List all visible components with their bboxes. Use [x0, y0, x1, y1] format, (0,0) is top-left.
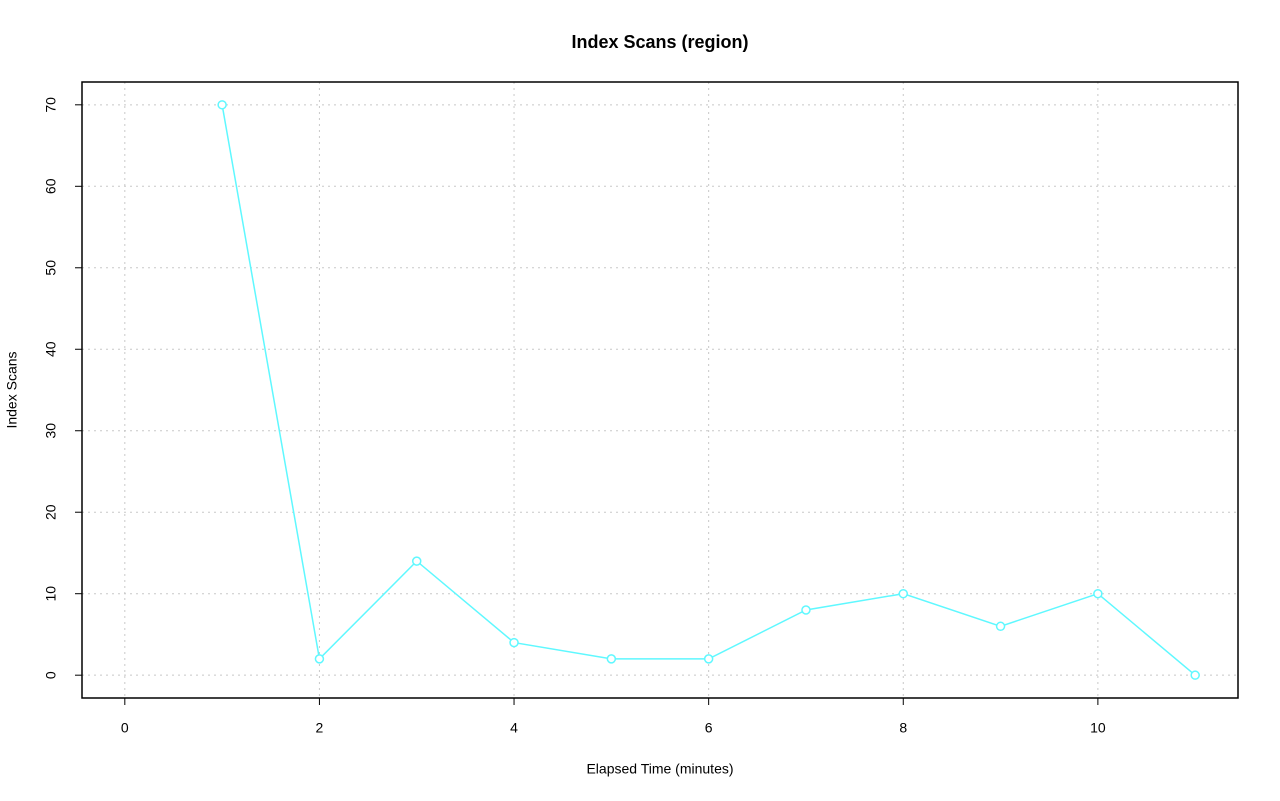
y-tick-label: 20	[43, 504, 59, 520]
x-tick-label: 8	[899, 720, 907, 736]
data-point	[509, 637, 519, 648]
chart-title: Index Scans (region)	[571, 32, 748, 52]
x-axis-label: Elapsed Time (minutes)	[586, 761, 733, 777]
y-tick-label: 30	[43, 423, 59, 439]
y-tick-label: 10	[43, 586, 59, 602]
data-point	[411, 556, 422, 566]
data-point	[995, 621, 1006, 632]
x-tick-label: 10	[1090, 720, 1106, 736]
data-point	[314, 654, 325, 664]
y-tick-label: 0	[43, 671, 59, 679]
data-point	[606, 654, 617, 664]
data-point	[1190, 670, 1200, 680]
x-tick-label: 2	[316, 720, 324, 736]
x-tick-label: 4	[510, 720, 518, 736]
data-point	[217, 100, 227, 110]
y-tick-label: 70	[43, 97, 59, 113]
y-tick-label: 40	[43, 341, 59, 357]
data-point	[801, 605, 811, 615]
plot-frame	[81, 81, 1239, 699]
data-point	[1093, 588, 1103, 599]
y-axis-label: Index Scans	[4, 351, 20, 428]
data-point	[703, 654, 714, 664]
data-point	[898, 588, 909, 599]
x-tick-label: 0	[121, 720, 129, 736]
y-tick-label: 60	[43, 178, 59, 194]
x-tick-label: 6	[705, 720, 713, 736]
y-tick-label: 50	[43, 260, 59, 276]
